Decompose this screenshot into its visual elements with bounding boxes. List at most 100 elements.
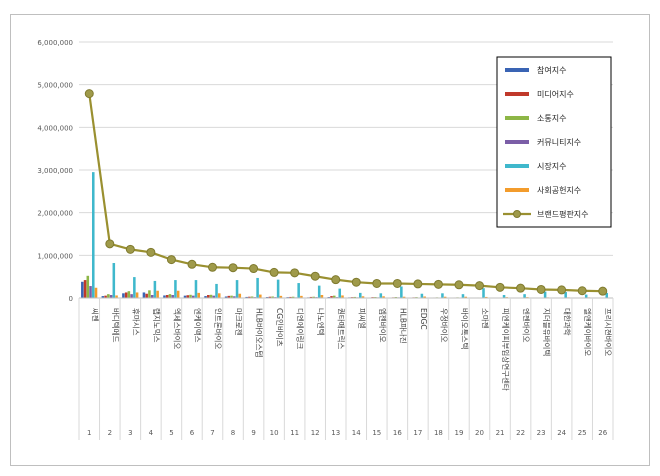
- bar: [186, 295, 190, 298]
- line-point: [146, 247, 156, 257]
- line-point: [105, 239, 115, 249]
- legend-label: 시장지수: [537, 161, 566, 171]
- bar: [443, 296, 447, 298]
- bar: [238, 293, 242, 298]
- rank-label: 2: [108, 429, 112, 437]
- category-label: 지더블유바이텍: [542, 308, 552, 356]
- bar: [171, 295, 174, 298]
- y-tick-label: 1,000,000: [37, 252, 73, 260]
- legend-label: 사회공헌지수: [537, 186, 581, 195]
- line-point: [454, 280, 464, 290]
- bar: [227, 295, 231, 298]
- rank-label: 23: [537, 429, 546, 437]
- bar: [256, 277, 259, 298]
- bar: [291, 296, 295, 298]
- bar: [122, 293, 125, 298]
- bar: [233, 296, 236, 298]
- bar: [150, 295, 154, 298]
- rank-label: 19: [455, 429, 464, 437]
- category-label: 나노엔텍: [316, 308, 326, 336]
- bar: [320, 295, 324, 298]
- rank-label: 11: [290, 429, 299, 437]
- rank-label: 18: [434, 429, 443, 437]
- category-label: 피엔케이피부임상연구센타: [501, 308, 511, 391]
- rank-label: 22: [516, 429, 525, 437]
- line-point: [166, 255, 176, 265]
- rank-label: 14: [352, 429, 361, 437]
- bar: [584, 294, 588, 298]
- bar: [248, 296, 251, 298]
- bar: [420, 293, 424, 298]
- bar: [279, 295, 283, 298]
- bar: [312, 296, 315, 298]
- line-point: [125, 244, 135, 254]
- line-point: [208, 262, 217, 272]
- rank-label: 26: [598, 429, 607, 437]
- legend-swatch: [505, 164, 529, 168]
- category-label: 휴마시스: [131, 308, 140, 336]
- bar: [382, 296, 385, 298]
- bar: [330, 296, 333, 298]
- bar: [359, 292, 362, 298]
- line-point: [228, 263, 238, 273]
- bar: [83, 280, 87, 298]
- line-point: [310, 271, 320, 281]
- bar: [235, 280, 239, 298]
- bar: [89, 286, 92, 298]
- line-point: [536, 284, 546, 294]
- bar: [191, 295, 195, 298]
- category-label: 퀀타매트릭스: [337, 308, 346, 349]
- line-point: [577, 286, 587, 296]
- category-label: 바이오톡스텍: [460, 308, 470, 349]
- line-point: [495, 282, 505, 292]
- bar: [250, 296, 254, 298]
- line-point: [84, 89, 94, 99]
- legend-label: 소통지수: [537, 114, 566, 123]
- line-point: [433, 279, 443, 289]
- rank-label: 9: [251, 429, 255, 437]
- bar: [441, 293, 444, 298]
- bar: [464, 296, 467, 298]
- category-label: 대한과학: [563, 308, 573, 336]
- y-axis-tick-labels: 0 1,000,000 2,000,000 3,000,000 4,000,000 5,0…: [37, 39, 73, 303]
- bar: [135, 292, 139, 298]
- bar: [107, 294, 110, 298]
- y-tick-label: 5,000,000: [37, 82, 73, 90]
- line-point: [516, 283, 526, 293]
- bar: [217, 293, 221, 298]
- bar: [276, 279, 280, 298]
- category-label: 엘앤케이바이오: [583, 308, 593, 356]
- bar: [176, 290, 180, 298]
- y-tick-label: 6,000,000: [37, 39, 73, 47]
- bar: [300, 295, 303, 298]
- y-tick-label: 4,000,000: [37, 124, 73, 132]
- bar: [259, 294, 262, 298]
- bar: [289, 296, 292, 298]
- legend-label: 커뮤니티지수: [537, 137, 581, 147]
- category-label: 마크로젠: [234, 308, 243, 336]
- line-point: [269, 267, 279, 277]
- line-point: [392, 278, 402, 288]
- bar: [317, 285, 321, 298]
- line-point: [598, 286, 608, 296]
- bar: [332, 295, 336, 298]
- bar: [482, 288, 485, 298]
- line-series: [84, 89, 608, 296]
- bar: [212, 295, 216, 298]
- line-point: [475, 281, 484, 291]
- line-point: [372, 278, 382, 288]
- category-label: 우정바이오: [439, 308, 449, 343]
- bar: [605, 292, 609, 298]
- legend-marker: [513, 210, 521, 218]
- legend-label: 미디어지수: [537, 89, 574, 99]
- category-label: 엔젠바이오: [522, 308, 532, 343]
- bar: [461, 294, 465, 298]
- bar: [209, 294, 213, 298]
- bar: [130, 294, 133, 298]
- bar: [115, 295, 118, 298]
- bar: [101, 296, 105, 298]
- rank-label: 17: [413, 429, 422, 437]
- bar: [168, 294, 172, 298]
- x-axis: 씨젠 바디텍메드 휴마시스 랩지노믹스 엑세스바이오 엔케이맥스 인트론바이오 마크로젠 HLB…: [78, 297, 614, 440]
- category-label: CG인바이츠: [275, 308, 285, 347]
